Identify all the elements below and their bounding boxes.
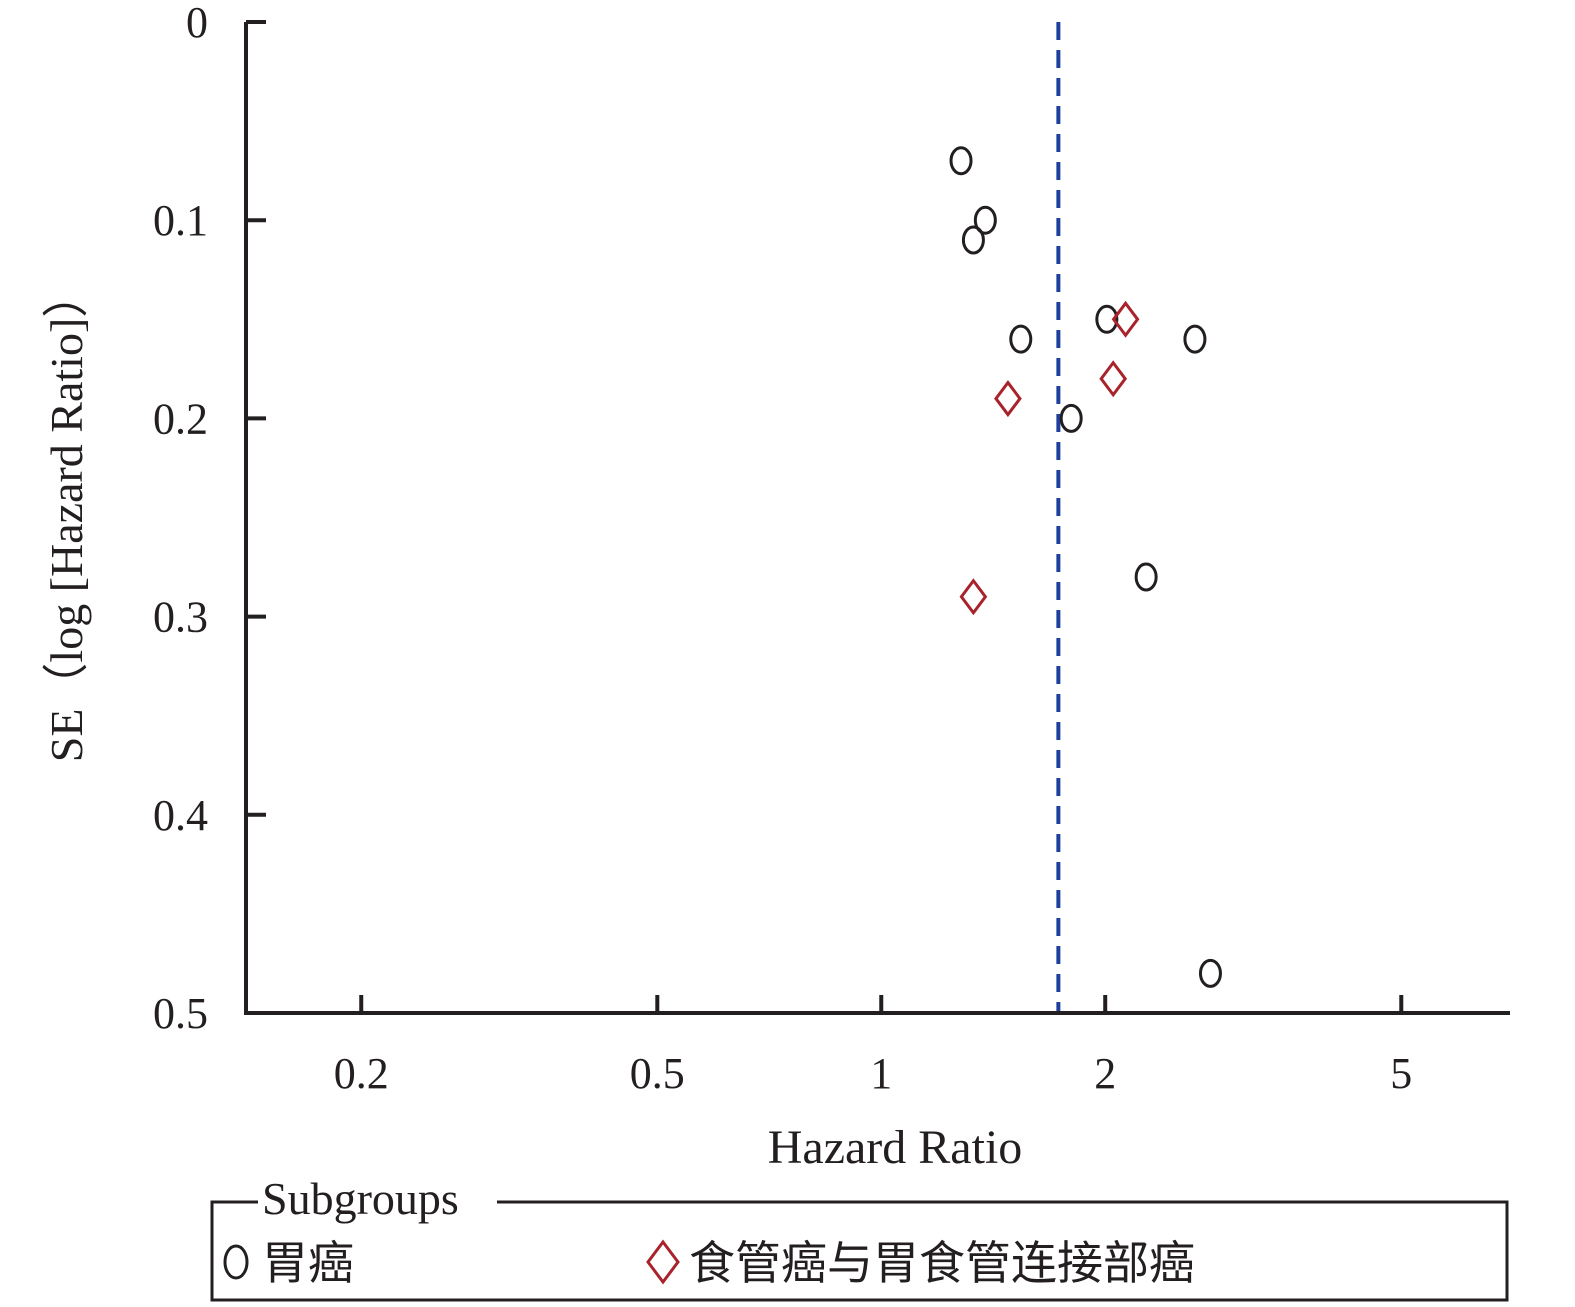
point-series-1 (1134, 562, 1158, 592)
point-series-2 (959, 578, 988, 616)
x-tick-label: 2 (1094, 1049, 1116, 1098)
point-series-1 (1183, 324, 1207, 354)
legend-frame (210, 1200, 1509, 1302)
y-tick-label: 0.2 (153, 394, 208, 443)
y-tick-label: 0.1 (153, 196, 208, 245)
point-series-1 (949, 146, 973, 176)
point-series-1 (1059, 403, 1083, 433)
point-series-2 (994, 380, 1022, 418)
legend: Subgroups 胃癌 食管癌与胃食管连接部癌 (210, 1173, 1509, 1302)
point-series-2 (1099, 360, 1128, 398)
x-tick-label: 5 (1390, 1049, 1412, 1098)
point-series-1 (1095, 304, 1119, 334)
y-tick-label: 0.4 (153, 791, 208, 840)
point-series-1 (961, 225, 985, 255)
y-tick-label: 0.5 (153, 989, 208, 1038)
y-axis-title: SE（log [Hazard Ratio]） (41, 272, 92, 763)
legend-label-series-2: 食管癌与胃食管连接部癌 (689, 1238, 1195, 1289)
legend-label-series-1: 胃癌 (262, 1238, 354, 1289)
y-tick-label: 0 (186, 0, 208, 47)
point-series-1 (973, 205, 997, 235)
x-tick-label: 0.2 (334, 1049, 389, 1098)
point-series-1 (1009, 324, 1033, 354)
legend-title: Subgroups (262, 1173, 459, 1224)
y-tick-label: 0.3 (153, 593, 208, 642)
x-axis-title: Hazard Ratio (768, 1121, 1023, 1174)
legend-circle-marker (223, 1244, 249, 1280)
x-tick-label: 1 (870, 1049, 892, 1098)
legend-diamond-marker (646, 1239, 680, 1285)
x-tick-label: 0.5 (630, 1049, 685, 1098)
point-series-2 (1111, 300, 1140, 338)
point-series-1 (1198, 958, 1222, 988)
